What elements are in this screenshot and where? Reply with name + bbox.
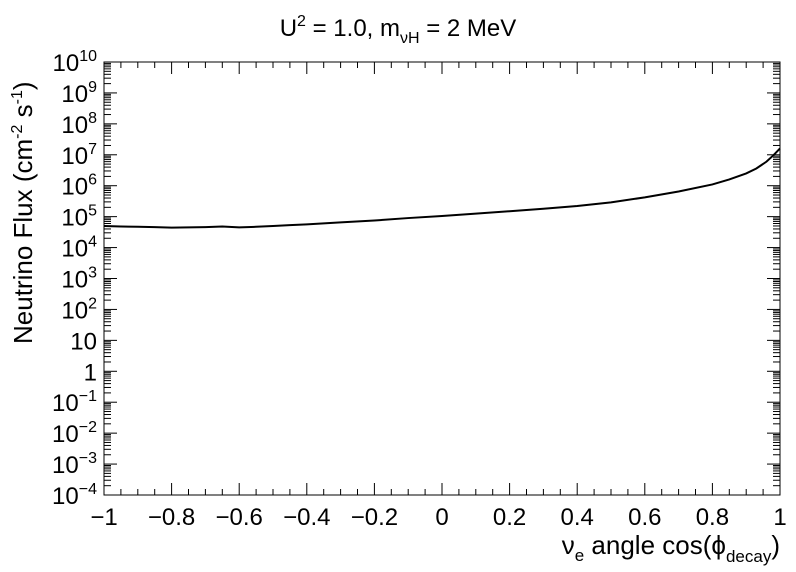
y-tick-label: 1010 [53, 48, 98, 77]
chart-title: U2 = 1.0, mνH = 2 MeV [280, 13, 517, 47]
x-tick-label: 1 [773, 504, 786, 531]
x-tick-label: −1 [90, 504, 117, 531]
y-tick-label: 10 [70, 328, 97, 355]
y-tick-label: 107 [61, 141, 97, 170]
plot-frame [103, 61, 781, 496]
series-line-flux [103, 147, 781, 229]
y-tick-label: 109 [61, 79, 97, 108]
y-tick-label: 106 [61, 172, 97, 201]
x-tick-label: −0.2 [351, 504, 398, 531]
y-axis-tick-labels: 101010910810710610510410310210110−110−21… [52, 48, 97, 510]
y-tick-label: 108 [61, 110, 97, 139]
y-tick-label: 10−3 [52, 450, 97, 479]
x-tick-label: 0 [435, 504, 448, 531]
x-tick-label: 0.8 [696, 504, 729, 531]
x-tick-label: −0.4 [283, 504, 330, 531]
y-axis-label: Neutrino Flux (cm-2 s-1) [8, 81, 38, 344]
x-tick-label: 0.2 [493, 504, 526, 531]
y-tick-label: 10−2 [52, 419, 97, 448]
y-tick-label: 105 [61, 203, 97, 232]
x-tick-label: −0.6 [216, 504, 263, 531]
y-tick-label: 1 [84, 359, 97, 386]
x-axis-label: νe angle cos(ϕdecay) [562, 530, 780, 566]
y-tick-label: 102 [61, 295, 97, 324]
y-tick-label: 104 [61, 234, 97, 263]
y-tick-label: 103 [61, 265, 97, 294]
x-axis-tick-labels: −1 −0.8 −0.6 −0.4 −0.2 0 0.2 0.4 0.6 0.8 1 [90, 504, 786, 531]
x-tick-label: −0.8 [148, 504, 195, 531]
x-tick-label: 0.4 [561, 504, 594, 531]
y-axis-ticks [104, 61, 780, 496]
y-tick-label: 10−4 [52, 481, 97, 510]
x-axis-ticks [103, 62, 781, 495]
y-tick-label: 10−1 [52, 388, 97, 417]
x-tick-label: 0.6 [628, 504, 661, 531]
